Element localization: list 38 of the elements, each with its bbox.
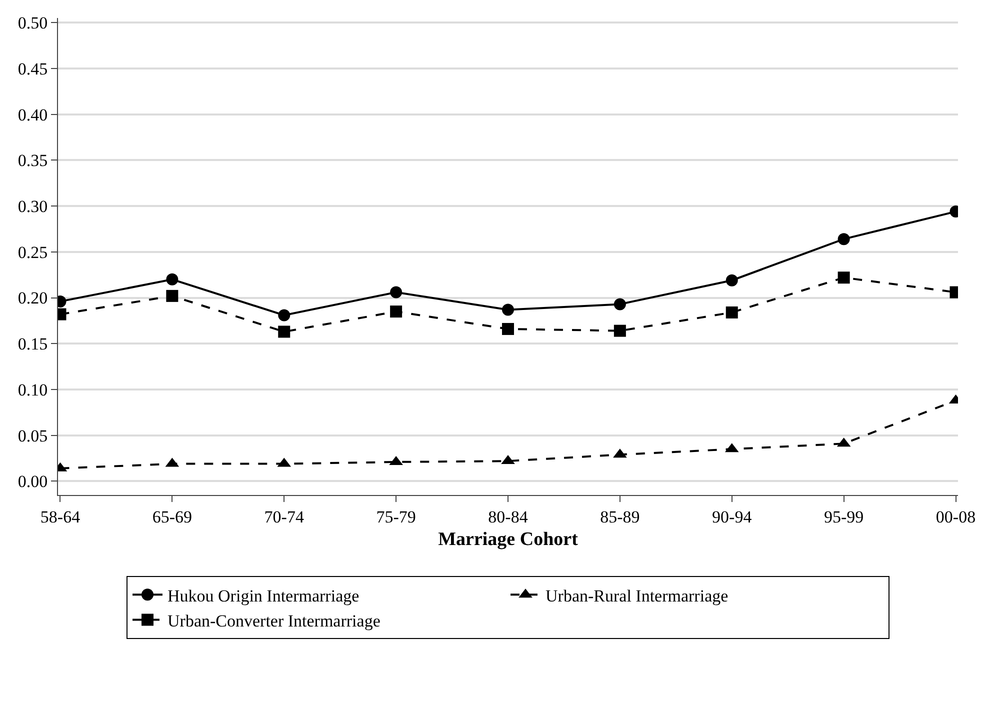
x-tick-label: 70-74 bbox=[264, 507, 304, 526]
y-tick-label: 0.40 bbox=[18, 105, 48, 124]
point bbox=[502, 304, 514, 316]
y-tick-label: 0.20 bbox=[18, 288, 48, 308]
point bbox=[838, 272, 850, 284]
point bbox=[278, 326, 290, 338]
point bbox=[390, 286, 402, 298]
y-tick-label: 0.10 bbox=[18, 380, 48, 400]
x-tick-label: 75-79 bbox=[376, 507, 416, 526]
point bbox=[390, 306, 402, 318]
legend-label: Urban-Rural Intermarriage bbox=[546, 586, 728, 606]
point bbox=[726, 274, 738, 286]
point bbox=[278, 309, 290, 322]
point bbox=[614, 324, 626, 337]
point bbox=[166, 290, 178, 302]
y-tick-label: 0.45 bbox=[18, 59, 48, 78]
y-tick-label: 0.25 bbox=[18, 242, 48, 262]
y-tick-label: 0.05 bbox=[18, 426, 48, 446]
point bbox=[166, 273, 178, 286]
point bbox=[838, 233, 850, 246]
legend-label: Urban-Converter Intermarriage bbox=[168, 611, 380, 630]
y-tick-label: 0.35 bbox=[18, 151, 48, 170]
x-tick-label: 90-94 bbox=[712, 507, 752, 526]
x-tick-label: 95-99 bbox=[824, 507, 864, 526]
x-axis-title: Marriage Cohort bbox=[438, 529, 579, 550]
x-tick-label: 58-64 bbox=[40, 507, 81, 526]
y-tick-label: 0.15 bbox=[18, 334, 48, 354]
point bbox=[726, 306, 738, 318]
y-tick-label: 0.50 bbox=[18, 14, 48, 33]
x-tick-label: 65-69 bbox=[152, 507, 192, 526]
x-tick-label: 85-89 bbox=[600, 507, 640, 526]
y-tick-label: 0.00 bbox=[18, 472, 48, 492]
x-tick-label: 00-08 bbox=[936, 507, 976, 526]
y-tick-label: 0.30 bbox=[18, 197, 48, 216]
x-tick-label: 80-84 bbox=[488, 507, 528, 526]
point bbox=[614, 298, 626, 310]
legend-label: Hukou Origin Intermarriage bbox=[168, 586, 360, 606]
point bbox=[502, 322, 514, 335]
